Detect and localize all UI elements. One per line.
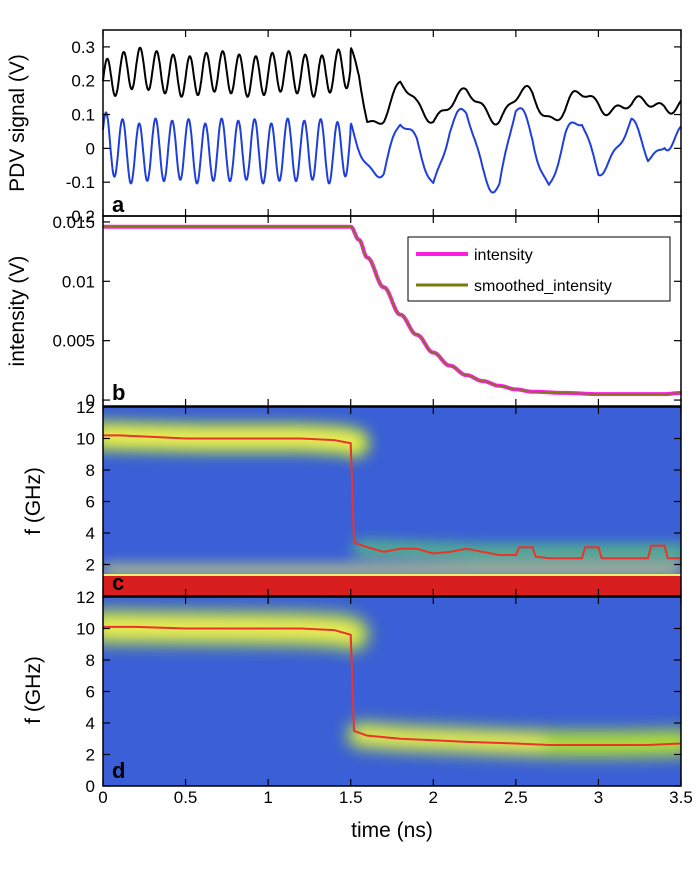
x-axis-ticks: 0 0.5 1 1.5 2 2.5 3 3.5 xyxy=(98,30,693,807)
panel-c-ylabel: f (GHz) xyxy=(22,467,45,535)
panel-b-y-ticks: 0 0.005 0.01 0.015 xyxy=(52,213,681,410)
xtick-label: 1 xyxy=(263,788,272,807)
panel-d-ytick-label: 12 xyxy=(76,588,95,607)
panel-d-ytick-label: 0 xyxy=(86,777,95,796)
xtick-label: 0.5 xyxy=(174,788,198,807)
panel-c-ytick-label: 4 xyxy=(86,524,95,543)
panel-c-ridge-line xyxy=(103,434,681,560)
panel-b-ytick-label: 0.015 xyxy=(52,213,95,232)
legend-label-intensity: intensity xyxy=(474,247,533,264)
xtick-label: 2 xyxy=(429,788,438,807)
panel-b-ytick-label: 0.005 xyxy=(52,332,95,351)
panel-a-series-1 xyxy=(102,107,682,194)
panel-a-label: a xyxy=(112,192,125,217)
xtick-label: 0 xyxy=(98,788,107,807)
panel-b: 0 0.005 0.01 0.015 b intensity (V) intensit… xyxy=(6,213,683,410)
panel-a-ytick-label: 0.1 xyxy=(71,106,95,125)
panel-a-ytick-label: 0 xyxy=(86,139,95,158)
panel-b-label: b xyxy=(112,380,125,405)
panel-d-label: d xyxy=(112,758,125,783)
panel-d-ylabel: f (GHz) xyxy=(22,656,45,724)
panel-c-ytick-label: 6 xyxy=(86,493,95,512)
panel-b-plot xyxy=(101,224,683,397)
panel-b-ytick-label: 0.01 xyxy=(62,272,95,291)
legend-box xyxy=(407,236,671,302)
panel-d-ytick-label: 8 xyxy=(86,651,95,670)
panel-c-ytick-label: 2 xyxy=(86,556,95,575)
panel-c-low-band xyxy=(103,573,681,596)
panel-d-ytick-label: 6 xyxy=(86,683,95,702)
panel-c-ytick-label: 12 xyxy=(76,398,95,417)
panel-b-series-smoothed-intensity xyxy=(103,225,682,395)
panel-a-y-ticks: -0.2 -0.1 0 0.1 0.2 0.3 xyxy=(66,38,681,226)
panel-c-ytick-label: 10 xyxy=(76,430,95,449)
panel-c-y-ticks: 2 4 6 8 10 12 xyxy=(76,398,681,575)
panel-b-ytick-label: 0 xyxy=(86,391,95,410)
xtick-label: 2.5 xyxy=(504,788,528,807)
xtick-label: 1.5 xyxy=(339,788,363,807)
panel-a-ylabel: PDV signal (V) xyxy=(6,54,29,192)
xtick-label: 3.5 xyxy=(669,788,693,807)
panel-d-ridge-line xyxy=(103,625,681,746)
panel-b-ylabel: intensity (V) xyxy=(6,256,29,367)
panel-b-frame xyxy=(102,215,682,407)
legend: intensity smoothed_intensity xyxy=(407,236,671,302)
panel-d-y-ticks: 0 2 4 6 8 10 12 xyxy=(76,588,681,796)
panel-c-label: c xyxy=(112,570,124,595)
panel-a-ytick-label: -0.2 xyxy=(66,207,95,226)
panel-a-series-0 xyxy=(102,46,682,126)
panel-d-ytick-label: 4 xyxy=(86,714,95,733)
legend-label-smoothed-intensity: smoothed_intensity xyxy=(474,278,612,295)
panel-d-ytick-label: 10 xyxy=(76,620,95,639)
x-axis-label: time (ns) xyxy=(351,819,433,842)
panel-d-ytick-label: 2 xyxy=(86,746,95,765)
panel-d: 0 2 4 6 8 10 12 0 0.5 1 1.5 2 2.5 3 3.5 d f (GHz) xyxy=(22,30,693,807)
panel-a-ytick-label: 0.3 xyxy=(71,38,95,57)
panel-a-plot xyxy=(102,46,682,194)
panel-a: -0.2 -0.1 0 0.1 0.2 0.3 a PDV signal (V) xyxy=(6,29,682,226)
panel-c-ytick-label: 8 xyxy=(86,461,95,480)
panel-c: 2 4 6 8 10 12 c f (GHz) xyxy=(22,398,682,597)
panel-a-ytick-label: -0.1 xyxy=(66,173,95,192)
panel-a-ytick-label: 0.2 xyxy=(71,72,95,91)
xtick-label: 3 xyxy=(594,788,603,807)
panel-c-glow-edge xyxy=(103,566,681,574)
